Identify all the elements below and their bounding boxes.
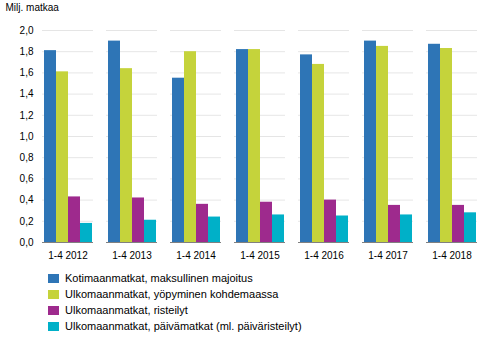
svg-text:1,8: 1,8 bbox=[20, 46, 34, 57]
svg-text:1-4 2014: 1-4 2014 bbox=[176, 250, 216, 261]
html-text:Ulkomaanmatkat, risteilyt: Ulkomaanmatkat, risteilyt bbox=[65, 304, 188, 316]
svg-text:0,8: 0,8 bbox=[20, 152, 34, 163]
html-text:Ulkomaanmatkat, yöpyminen kohd: Ulkomaanmatkat, yöpyminen kohdemaassa bbox=[65, 288, 279, 300]
svg-text:1-4 2018: 1-4 2018 bbox=[432, 250, 472, 261]
svg-text:1-4 2017: 1-4 2017 bbox=[368, 250, 408, 261]
svg-text:0,6: 0,6 bbox=[20, 173, 34, 184]
svg-text:0,0: 0,0 bbox=[20, 237, 34, 248]
svg-text:Milj. matkaa: Milj. matkaa bbox=[6, 2, 60, 13]
svg-text:0,4: 0,4 bbox=[20, 194, 34, 205]
svg-text:1-4 2012: 1-4 2012 bbox=[48, 250, 88, 261]
svg-text:1-4 2015: 1-4 2015 bbox=[240, 250, 280, 261]
svg-text:0,2: 0,2 bbox=[20, 216, 34, 227]
html-text:Kotimaanmatkat, maksullinen ma: Kotimaanmatkat, maksullinen majoitus bbox=[65, 272, 253, 284]
svg-text:1,6: 1,6 bbox=[20, 67, 34, 78]
svg-text:2,0: 2,0 bbox=[20, 25, 34, 36]
svg-text:1-4 2013: 1-4 2013 bbox=[112, 250, 152, 261]
svg-text:1,0: 1,0 bbox=[20, 131, 34, 142]
svg-text:1,4: 1,4 bbox=[20, 88, 34, 99]
svg-text:1-4 2016: 1-4 2016 bbox=[304, 250, 344, 261]
svg-text:1,2: 1,2 bbox=[20, 110, 34, 121]
html-text:Ulkomaanmatkat, päivämatkat (m: Ulkomaanmatkat, päivämatkat (ml. päiväri… bbox=[65, 320, 302, 332]
